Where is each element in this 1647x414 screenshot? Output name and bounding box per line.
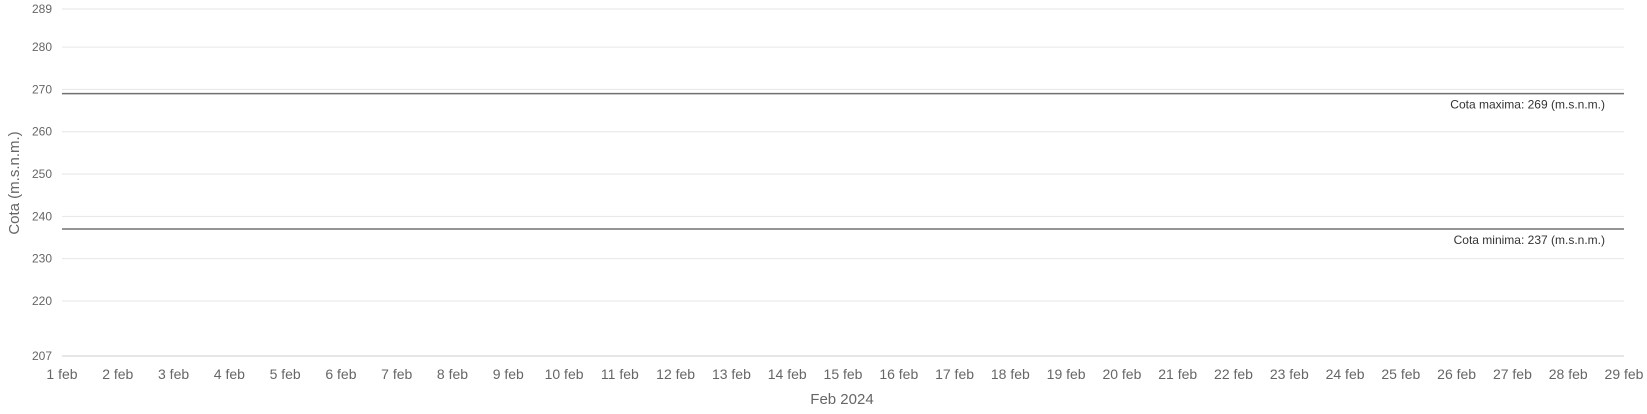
x-tick-label: 6 feb xyxy=(325,366,356,382)
x-tick-label: 23 feb xyxy=(1270,366,1309,382)
x-tick-label: 20 feb xyxy=(1102,366,1141,382)
y-tick-label: 270 xyxy=(32,82,52,96)
y-tick-label: 240 xyxy=(32,209,52,223)
x-tick-label: 27 feb xyxy=(1493,366,1532,382)
x-tick-label: 3 feb xyxy=(158,366,189,382)
x-tick-label: 5 feb xyxy=(270,366,301,382)
x-tick-label: 8 feb xyxy=(437,366,468,382)
x-tick-label: 29 feb xyxy=(1605,366,1644,382)
y-tick-label: 280 xyxy=(32,40,52,54)
x-tick-label: 28 feb xyxy=(1549,366,1588,382)
y-tick-label: 289 xyxy=(32,2,52,16)
x-tick-label: 12 feb xyxy=(656,366,695,382)
x-tick-label: 17 feb xyxy=(935,366,974,382)
y-tick-label: 250 xyxy=(32,167,52,181)
x-tick-label: 7 feb xyxy=(381,366,412,382)
x-tick-label: 14 feb xyxy=(768,366,807,382)
x-tick-label: 15 feb xyxy=(824,366,863,382)
x-tick-label: 10 feb xyxy=(545,366,584,382)
x-tick-label: 25 feb xyxy=(1381,366,1420,382)
x-tick-label: 22 feb xyxy=(1214,366,1253,382)
x-tick-label: 24 feb xyxy=(1326,366,1365,382)
y-axis-title: Cota (m.s.n.m.) xyxy=(6,131,23,234)
reference-line-label: Cota minima: 237 (m.s.n.m.) xyxy=(1454,233,1605,247)
x-tick-label: 11 feb xyxy=(601,366,639,382)
x-tick-label: 1 feb xyxy=(46,366,77,382)
x-tick-label: 16 feb xyxy=(879,366,918,382)
x-tick-label: 26 feb xyxy=(1437,366,1476,382)
reference-line-label: Cota maxima: 269 (m.s.n.m.) xyxy=(1450,98,1605,112)
x-tick-label: 4 feb xyxy=(214,366,245,382)
y-tick-label: 220 xyxy=(32,294,52,308)
x-tick-label: 21 feb xyxy=(1158,366,1197,382)
x-axis-title: Feb 2024 xyxy=(810,391,873,408)
x-tick-label: 9 feb xyxy=(493,366,524,382)
x-tick-label: 2 feb xyxy=(102,366,133,382)
y-tick-label: 260 xyxy=(32,125,52,139)
x-tick-label: 13 feb xyxy=(712,366,751,382)
x-tick-label: 19 feb xyxy=(1047,366,1086,382)
x-tick-label: 18 feb xyxy=(991,366,1030,382)
y-tick-label: 207 xyxy=(32,349,52,363)
y-tick-label: 230 xyxy=(32,252,52,266)
